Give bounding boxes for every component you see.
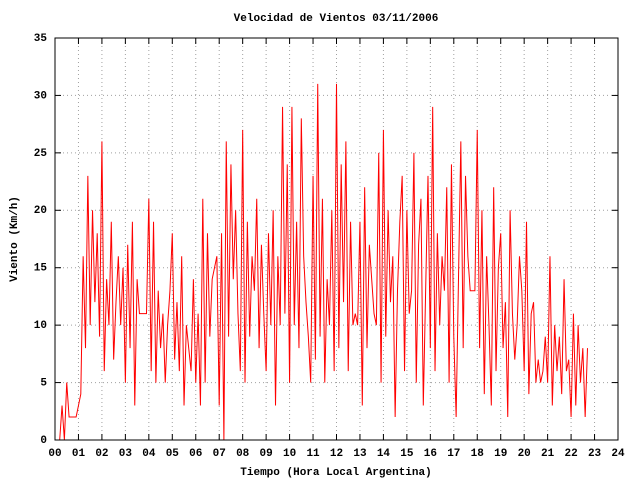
x-tick-label: 05 bbox=[166, 448, 180, 460]
x-tick-label: 18 bbox=[471, 448, 485, 460]
chart-title: Velocidad de Vientos 03/11/2006 bbox=[234, 13, 439, 25]
x-tick-label: 04 bbox=[142, 448, 156, 460]
y-tick-label: 15 bbox=[34, 263, 48, 275]
x-tick-label: 21 bbox=[541, 448, 555, 460]
y-tick-label: 25 bbox=[34, 148, 48, 160]
x-tick-label: 14 bbox=[377, 448, 391, 460]
y-tick-label: 35 bbox=[34, 33, 48, 45]
x-tick-label: 03 bbox=[119, 448, 133, 460]
x-tick-label: 01 bbox=[72, 448, 86, 460]
y-tick-label: 30 bbox=[34, 90, 47, 102]
x-tick-label: 23 bbox=[588, 448, 602, 460]
x-tick-label: 11 bbox=[306, 448, 320, 460]
y-axis-label: Viento (Km/h) bbox=[9, 196, 21, 282]
x-tick-label: 16 bbox=[424, 448, 437, 460]
wind-line bbox=[59, 83, 588, 441]
x-tick-label: 22 bbox=[564, 448, 577, 460]
x-tick-label: 08 bbox=[236, 448, 250, 460]
x-tick-label: 15 bbox=[400, 448, 414, 460]
x-tick-label: 02 bbox=[95, 448, 108, 460]
y-tick-label: 0 bbox=[40, 435, 47, 447]
x-tick-label: 06 bbox=[189, 448, 202, 460]
x-tick-label: 10 bbox=[283, 448, 296, 460]
x-tick-label: 19 bbox=[494, 448, 507, 460]
y-tick-label: 5 bbox=[40, 377, 47, 389]
x-axis-label: Tiempo (Hora Local Argentina) bbox=[240, 467, 431, 479]
x-tick-label: 09 bbox=[260, 448, 273, 460]
x-tick-label: 00 bbox=[48, 448, 61, 460]
x-tick-label: 07 bbox=[213, 448, 226, 460]
x-tick-label: 12 bbox=[330, 448, 343, 460]
x-tick-label: 17 bbox=[447, 448, 460, 460]
x-tick-label: 24 bbox=[611, 448, 625, 460]
plot-border bbox=[54, 37, 619, 441]
y-tick-label: 10 bbox=[34, 320, 47, 332]
y-tick-label: 20 bbox=[34, 205, 47, 217]
x-tick-label: 20 bbox=[518, 448, 531, 460]
x-tick-label: 13 bbox=[353, 448, 367, 460]
